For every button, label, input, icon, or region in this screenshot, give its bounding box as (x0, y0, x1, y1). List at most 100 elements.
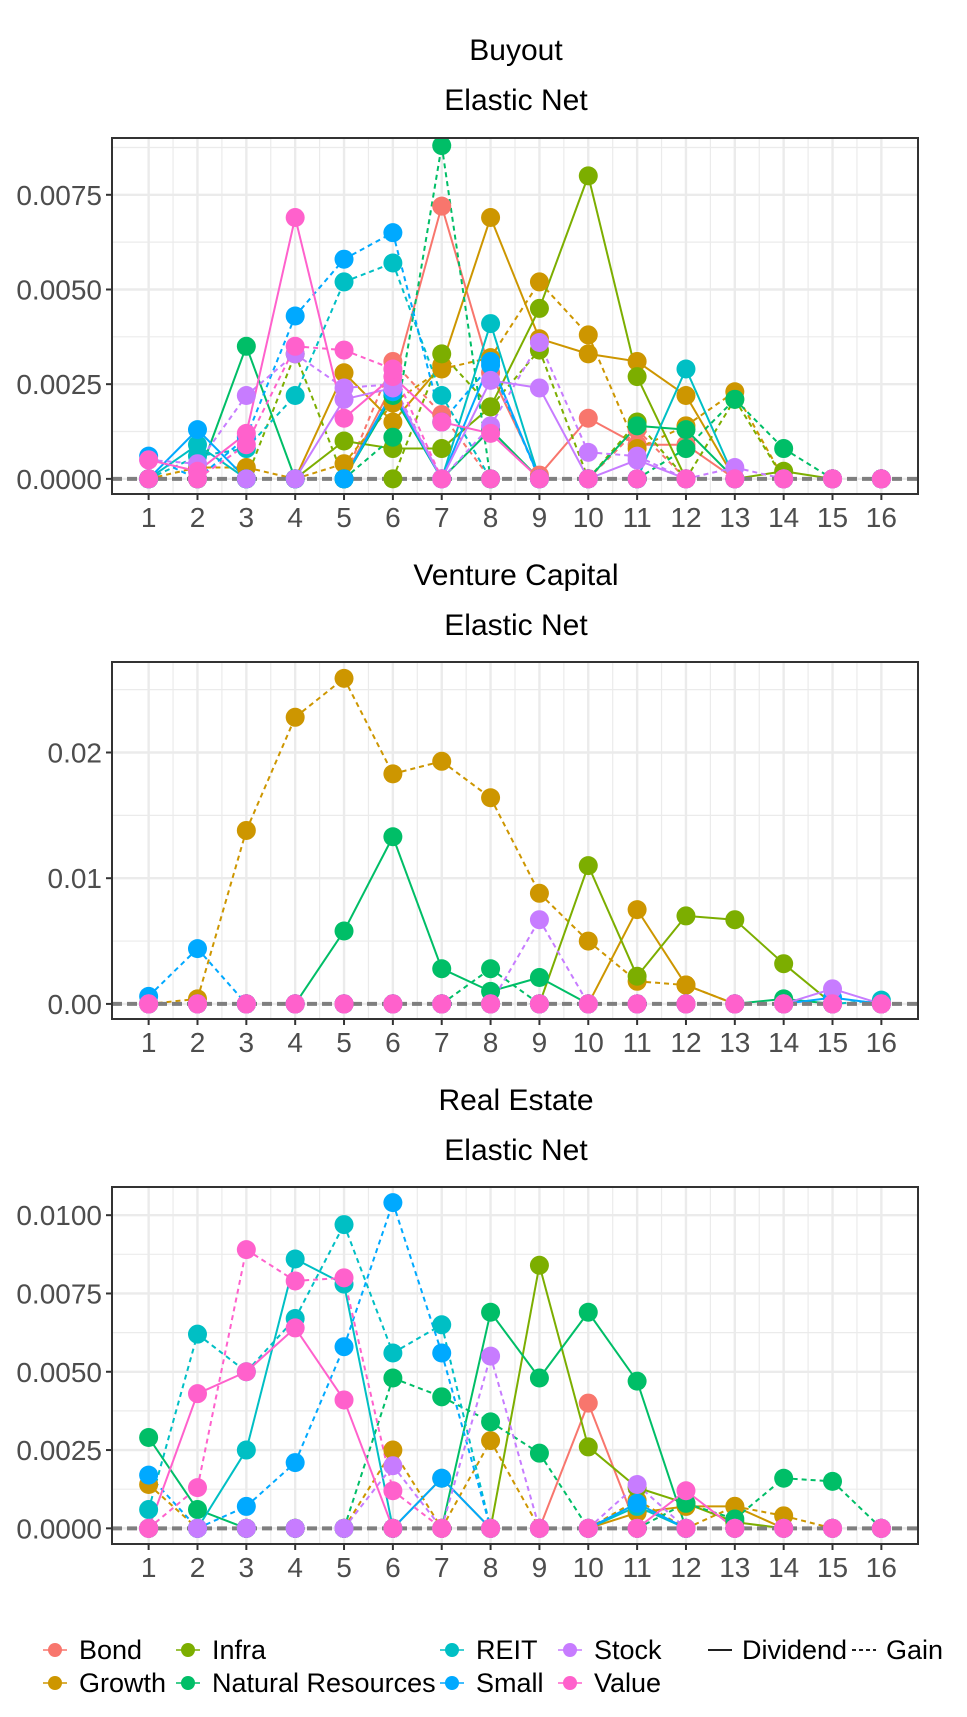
x-tick-label: 8 (483, 1027, 499, 1058)
x-tick-label: 15 (817, 1552, 848, 1583)
point-value-gain-6 (383, 1481, 403, 1501)
point-infra-dividend-13 (725, 910, 745, 930)
point-value-dividend-12 (676, 1481, 696, 1501)
legend-label: Growth (79, 1668, 166, 1698)
x-tick-label: 10 (573, 502, 604, 533)
series-segment-natural-resources-gain (441, 967, 492, 1005)
point-natural-resources-dividend-8 (481, 1302, 501, 1322)
legend-label: Dividend (742, 1635, 847, 1665)
point-natural-resources-dividend-2 (187, 1500, 207, 1520)
x-tick-label: 13 (719, 1027, 750, 1058)
point-growth-dividend-10 (578, 344, 598, 364)
y-tick-label: 0.0050 (16, 1357, 102, 1388)
x-tick-label: 4 (287, 502, 303, 533)
y-axis: 0.00 0.01 0.02 (48, 738, 112, 1020)
x-tick-label: 6 (385, 1552, 401, 1583)
point-reit-gain-7 (432, 386, 452, 406)
point-growth-gain-5 (334, 668, 354, 688)
y-tick-label: 0.0025 (16, 369, 102, 400)
point-small-gain-7 (432, 1343, 452, 1363)
series-segment-growth-gain (538, 281, 590, 336)
legend-key-point (563, 1676, 577, 1690)
point-bond-dividend-10 (578, 408, 598, 428)
point-natural-resources-dividend-6 (383, 827, 403, 847)
series-segment-infra-dividend (636, 915, 687, 977)
point-value-gain-2 (187, 1478, 207, 1498)
panel-subtitle: Elastic Net (444, 1134, 588, 1167)
series-segment-small-gain (245, 1461, 296, 1508)
x-tick-label: 6 (385, 502, 401, 533)
series-segment-value-gain (196, 1249, 248, 1488)
point-value-dividend-5 (334, 408, 354, 428)
series-segment-growth-gain (587, 940, 638, 983)
point-value-gain-1 (139, 1518, 159, 1538)
point-value-gain-7 (432, 469, 452, 489)
legend-item-growth: Growth (43, 1668, 166, 1698)
panel-border (111, 137, 919, 495)
point-value-gain-15 (823, 1518, 843, 1538)
series-points (139, 138, 891, 489)
point-value-dividend-4 (285, 1318, 305, 1338)
point-value-gain-2 (187, 994, 207, 1014)
x-tick-label: 3 (239, 502, 255, 533)
series-segment-growth-dividend (587, 909, 639, 1005)
series-segment-value-dividend (294, 1327, 345, 1401)
point-value-gain-16 (871, 1518, 891, 1538)
point-stock-dividend-8 (481, 370, 501, 390)
legend-item-dividend: Dividend (708, 1635, 847, 1665)
point-growth-dividend-12 (676, 386, 696, 406)
point-stock-dividend-3 (236, 469, 256, 489)
x-tick-label: 1 (141, 1027, 157, 1058)
point-small-dividend-7 (432, 1468, 452, 1488)
point-value-gain-7 (432, 1518, 452, 1538)
series-segment-reit-gain (196, 1333, 247, 1373)
series-segment-growth-gain (440, 1440, 492, 1529)
series-segment-natural-resources-gain (538, 1452, 590, 1529)
series-segment-natural-resources-dividend (538, 1311, 590, 1379)
point-reit-gain-5 (334, 272, 354, 292)
series-segment-infra-gain (685, 398, 736, 480)
series-segment-small-gain (196, 947, 248, 1005)
series-segment-small-dividend (392, 1477, 443, 1530)
point-natural-resources-dividend-5 (334, 921, 354, 941)
point-natural-resources-dividend-11 (627, 416, 647, 436)
point-growth-gain-5 (334, 454, 354, 474)
point-small-gain-4 (285, 306, 305, 326)
point-value-gain-4 (285, 336, 305, 356)
legend-label: REIT (476, 1635, 538, 1665)
point-infra-dividend-11 (627, 367, 647, 387)
series-segment-small-dividend (441, 1477, 492, 1530)
series-segment-value-dividend (245, 1327, 296, 1373)
x-tick-label: 13 (719, 502, 750, 533)
series-segment-value-dividend (636, 1489, 687, 1530)
x-tick-label: 13 (719, 1552, 750, 1583)
panel-title: Buyout (469, 34, 563, 67)
series-segment-growth-gain (489, 1440, 541, 1529)
point-value-gain-16 (871, 994, 891, 1014)
x-tick-label: 6 (385, 1027, 401, 1058)
point-growth-dividend-11 (627, 900, 647, 920)
x-tick-label: 7 (434, 1552, 450, 1583)
series-segment-stock-gain (538, 342, 590, 453)
point-natural-resources-gain-14 (774, 439, 794, 459)
point-natural-resources-dividend-12 (676, 420, 696, 440)
point-value-gain-10 (578, 1518, 598, 1538)
series-segment-infra-gain (245, 353, 297, 480)
x-tick-label: 16 (866, 1027, 897, 1058)
legend-item-bond: Bond (43, 1635, 142, 1665)
point-value-gain-5 (334, 994, 354, 1014)
series-segment-reit-dividend (196, 1449, 248, 1529)
series-segment-growth-dividend (636, 360, 687, 397)
point-stock-gain-4 (285, 1518, 305, 1538)
legend-label: Small (476, 1668, 544, 1698)
x-tick-label: 9 (532, 502, 548, 533)
panel-buyout: Buyout Elastic Net 0.0000 0.0025 0.0050 0.007… (16, 34, 919, 533)
point-infra-dividend-9 (529, 298, 549, 318)
point-growth-gain-12 (676, 975, 696, 995)
point-infra-dividend-5 (334, 431, 354, 451)
series-segment-growth-dividend (440, 217, 492, 366)
point-reit-dividend-8 (481, 314, 501, 334)
series-segment-infra-dividend (587, 865, 639, 977)
point-small-gain-3 (236, 1496, 256, 1516)
